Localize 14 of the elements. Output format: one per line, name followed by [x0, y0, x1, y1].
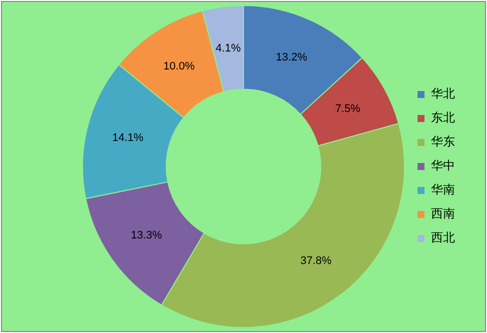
legend-label: 华中 — [431, 158, 455, 173]
legend-label: 西南 — [431, 206, 455, 221]
data-label: 7.5% — [335, 102, 360, 115]
data-label: 13.3% — [130, 230, 162, 242]
legend-label: 西北 — [431, 230, 455, 245]
data-label: 37.8% — [300, 255, 332, 268]
legend-label: 华南 — [431, 182, 455, 197]
legend-label: 华北 — [431, 86, 455, 101]
legend-label: 华东 — [431, 134, 455, 149]
data-label: 13.2% — [276, 51, 308, 64]
data-label: 4.1% — [216, 42, 241, 54]
legend-label: 东北 — [431, 110, 455, 125]
data-label: 10.0% — [163, 60, 195, 72]
data-label: 14.1% — [112, 132, 144, 144]
